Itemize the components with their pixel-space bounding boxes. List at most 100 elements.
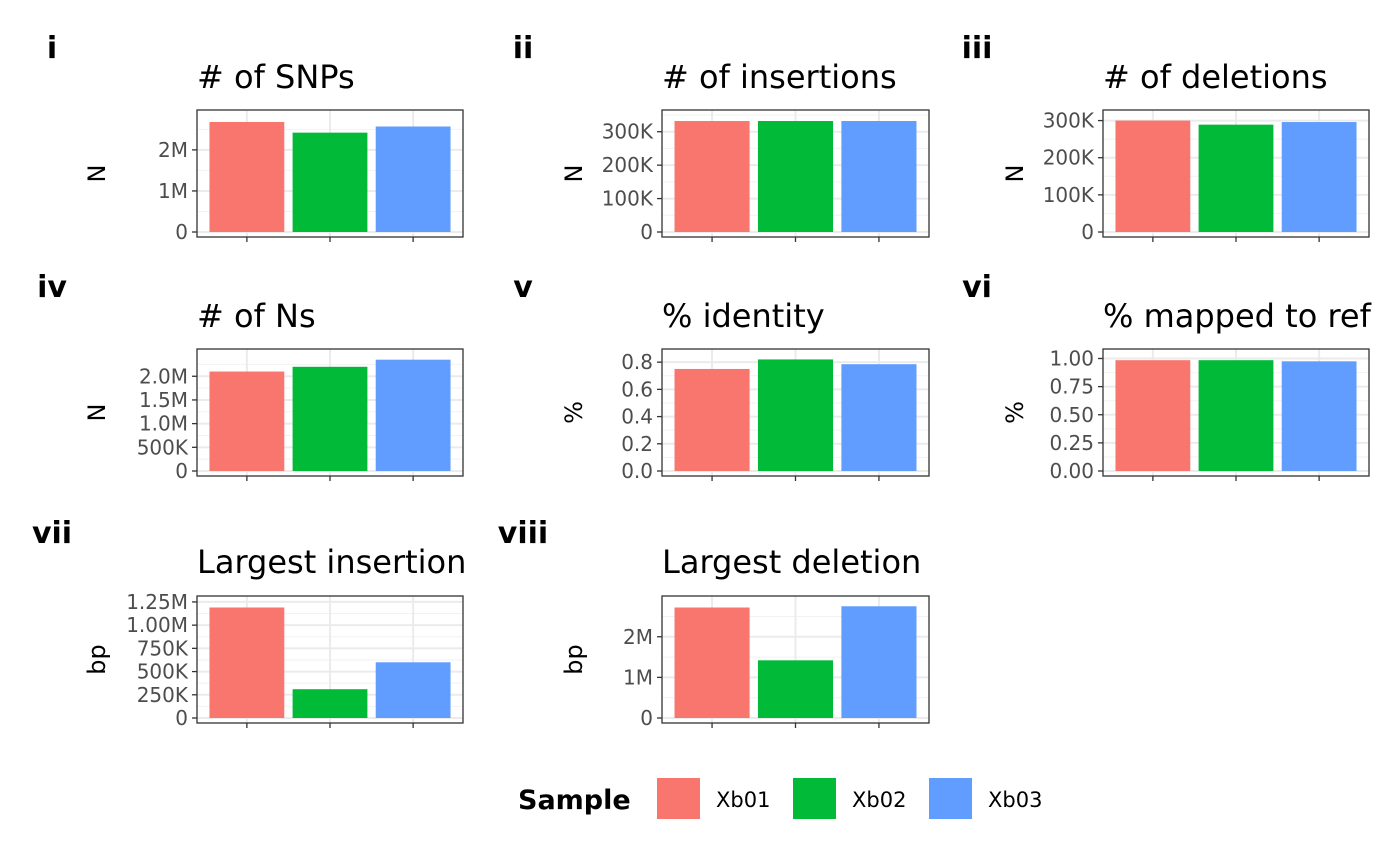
bar-xb01: [209, 121, 285, 232]
bar-xb02: [757, 660, 834, 718]
bar-xb02: [292, 132, 368, 232]
y-tick-label: 1.00: [1049, 347, 1094, 371]
bar-xb02: [292, 689, 368, 718]
panel-title: # of deletions: [1103, 58, 1328, 96]
bar-xb03: [375, 359, 451, 471]
y-tick-label: 0.6: [621, 377, 653, 401]
legend-swatch: [793, 778, 836, 819]
y-axis-label: bp: [560, 644, 588, 674]
legend-swatch: [929, 778, 972, 819]
y-tick-label: 0: [175, 220, 188, 244]
y-axis-label: %: [560, 401, 588, 424]
panel-letter: iv: [37, 270, 67, 305]
panel-title: Largest insertion: [197, 543, 466, 581]
panel-letter: viii: [498, 516, 548, 551]
panel-i: i # of SNPs N 0 1M 2M: [47, 31, 464, 244]
bar-xb03: [375, 126, 451, 232]
bar-xb03: [841, 121, 917, 232]
y-tick-label: 0.2: [621, 432, 653, 456]
bar-xb02: [757, 121, 834, 232]
y-tick-label: 0.00: [1049, 459, 1094, 483]
y-tick-label: 1.00M: [126, 613, 188, 637]
y-tick-label: 0.75: [1049, 375, 1094, 399]
y-tick-label: 1.5M: [139, 388, 188, 412]
y-tick-label: 100K: [1043, 183, 1095, 207]
panel-title: % identity: [662, 297, 825, 335]
bar-xb03: [841, 364, 917, 471]
panel-letter: ii: [513, 31, 534, 66]
bar-xb01: [1115, 120, 1191, 232]
y-tick-label: 500K: [137, 660, 189, 684]
panel-v: v % identity% 0.0 0.2 0.4 0.6 0.8: [513, 270, 930, 483]
y-tick-label: 2M: [158, 138, 188, 162]
y-tick-label: 0.25: [1049, 431, 1094, 455]
bar-xb01: [209, 371, 285, 471]
y-tick-label: 0: [640, 706, 653, 730]
y-tick-label: 1.0M: [139, 412, 188, 436]
panel-title: # of insertions: [662, 58, 897, 96]
y-tick-label: 750K: [137, 636, 189, 660]
y-tick-label: 100K: [602, 187, 654, 211]
y-tick-label: 0.8: [621, 350, 653, 374]
legend-label: Xb01: [716, 788, 770, 812]
panels-group: i # of SNPs N 0 1M 2M ii # of insertions N 0 100K 2…: [32, 31, 1372, 730]
bar-xb03: [1281, 361, 1357, 471]
bar-xb02: [1198, 124, 1274, 232]
bar-xb01: [1115, 360, 1191, 471]
bar-xb03: [375, 662, 451, 718]
legend-item-xb03: Xb03: [929, 778, 1042, 819]
bar-xb02: [757, 359, 834, 471]
y-tick-label: 1M: [158, 179, 188, 203]
panel-letter: v: [513, 270, 533, 305]
bar-xb03: [1281, 122, 1357, 232]
y-axis-label: N: [560, 165, 588, 183]
y-axis-label: bp: [83, 644, 111, 674]
y-tick-label: 200K: [602, 153, 654, 177]
panel-iii: iii # of deletions N 0 100K 200K 300K: [962, 31, 1370, 244]
bar-xb03: [841, 606, 917, 718]
legend-title: Sample: [518, 785, 631, 816]
panel-title: Largest deletion: [662, 543, 921, 581]
bar-xb01: [209, 607, 285, 718]
y-tick-label: 0.0: [621, 459, 653, 483]
y-tick-label: 0.4: [621, 405, 653, 429]
bar-xb01: [674, 121, 750, 232]
legend: Sample Xb01 Xb02 Xb03: [518, 778, 1042, 819]
panel-title: # of Ns: [197, 297, 316, 335]
bar-xb02: [292, 366, 368, 471]
y-axis-label: N: [83, 165, 111, 183]
y-tick-label: 200K: [1043, 146, 1095, 170]
bar-xb02: [1198, 360, 1274, 471]
panel-vi: vi % mapped to ref% 0.00 0.25 0.50 0.75 1.00: [962, 270, 1372, 483]
legend-item-xb02: Xb02: [793, 778, 906, 819]
panel-letter: vi: [962, 270, 992, 305]
y-tick-label: 0: [175, 706, 188, 730]
panel-viii: viii Largest deletion bp 0 1M 2M: [498, 516, 930, 730]
panel-vii: vii Largest insertion bp 0250K500K750K1.00M…: [32, 516, 466, 730]
bar-xb01: [674, 368, 750, 471]
y-tick-label: 0: [1081, 220, 1094, 244]
y-tick-label: 1.25M: [126, 590, 188, 614]
panel-title: % mapped to ref: [1103, 297, 1372, 335]
bar-xb01: [674, 607, 750, 718]
legend-label: Xb03: [988, 788, 1042, 812]
panel-letter: i: [47, 31, 57, 66]
legend-item-xb01: Xb01: [657, 778, 770, 819]
panel-title: # of SNPs: [197, 58, 355, 96]
y-tick-label: 2.0M: [139, 364, 188, 388]
y-tick-label: 250K: [137, 683, 189, 707]
y-tick-label: 0: [175, 459, 188, 483]
y-tick-label: 0: [640, 220, 653, 244]
panel-letter: iii: [962, 31, 993, 66]
y-tick-label: 500K: [137, 435, 189, 459]
y-tick-label: 300K: [602, 120, 654, 144]
panel-ii: ii # of insertions N 0 100K 200K 300K: [513, 31, 930, 244]
y-tick-label: 0.50: [1049, 403, 1094, 427]
y-tick-label: 1M: [623, 665, 653, 689]
panel-letter: vii: [32, 516, 72, 551]
y-axis-label: %: [1001, 401, 1029, 424]
y-axis-label: N: [83, 404, 111, 422]
y-axis-label: N: [1001, 165, 1029, 183]
